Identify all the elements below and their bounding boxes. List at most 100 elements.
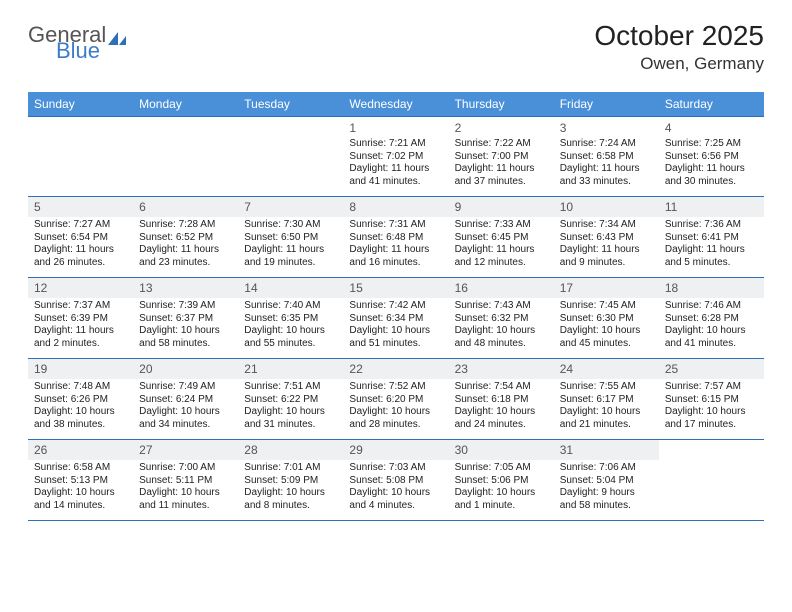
day-number: 17 [554,278,659,298]
sunrise-line: Sunrise: 7:33 AM [455,219,548,232]
daylight-line: Daylight: 11 hours and 33 minutes. [560,163,653,188]
day-number: 29 [343,440,448,460]
day-number: 15 [343,278,448,298]
sunrise-line: Sunrise: 7:01 AM [244,462,337,475]
empty-cell [659,440,764,521]
sunset-line: Sunset: 6:30 PM [560,313,653,326]
weekday-header: Tuesday [238,92,343,117]
location-label: Owen, Germany [594,54,764,74]
day-cell: 7Sunrise: 7:30 AMSunset: 6:50 PMDaylight… [238,197,343,278]
calendar-table: SundayMondayTuesdayWednesdayThursdayFrid… [28,92,764,521]
weekday-header: Wednesday [343,92,448,117]
day-number: 16 [449,278,554,298]
day-number: 11 [659,197,764,217]
day-cell: 23Sunrise: 7:54 AMSunset: 6:18 PMDayligh… [449,359,554,440]
sunset-line: Sunset: 6:48 PM [349,232,442,245]
day-cell: 29Sunrise: 7:03 AMSunset: 5:08 PMDayligh… [343,440,448,521]
day-cell: 17Sunrise: 7:45 AMSunset: 6:30 PMDayligh… [554,278,659,359]
day-cell: 31Sunrise: 7:06 AMSunset: 5:04 PMDayligh… [554,440,659,521]
sunrise-line: Sunrise: 7:06 AM [560,462,653,475]
week-row: 19Sunrise: 7:48 AMSunset: 6:26 PMDayligh… [28,359,764,440]
day-number: 24 [554,359,659,379]
daylight-line: Daylight: 11 hours and 23 minutes. [139,244,232,269]
sunset-line: Sunset: 6:28 PM [665,313,758,326]
sunrise-line: Sunrise: 7:46 AM [665,300,758,313]
calendar-body: 1Sunrise: 7:21 AMSunset: 7:02 PMDaylight… [28,117,764,521]
weekday-header: Friday [554,92,659,117]
day-cell: 16Sunrise: 7:43 AMSunset: 6:32 PMDayligh… [449,278,554,359]
sunset-line: Sunset: 6:58 PM [560,151,653,164]
sunrise-line: Sunrise: 7:30 AM [244,219,337,232]
day-number: 9 [449,197,554,217]
day-cell: 24Sunrise: 7:55 AMSunset: 6:17 PMDayligh… [554,359,659,440]
day-cell: 5Sunrise: 7:27 AMSunset: 6:54 PMDaylight… [28,197,133,278]
week-row: 26Sunrise: 6:58 AMSunset: 5:13 PMDayligh… [28,440,764,521]
sunrise-line: Sunrise: 7:57 AM [665,381,758,394]
day-number: 30 [449,440,554,460]
daylight-line: Daylight: 10 hours and 58 minutes. [139,325,232,350]
weekday-header: Monday [133,92,238,117]
sunset-line: Sunset: 6:41 PM [665,232,758,245]
daylight-line: Daylight: 10 hours and 55 minutes. [244,325,337,350]
sunrise-line: Sunrise: 7:21 AM [349,138,442,151]
sunset-line: Sunset: 6:34 PM [349,313,442,326]
title-block: October 2025 Owen, Germany [594,20,764,74]
day-cell: 27Sunrise: 7:00 AMSunset: 5:11 PMDayligh… [133,440,238,521]
sunset-line: Sunset: 6:39 PM [34,313,127,326]
day-cell: 14Sunrise: 7:40 AMSunset: 6:35 PMDayligh… [238,278,343,359]
day-cell: 9Sunrise: 7:33 AMSunset: 6:45 PMDaylight… [449,197,554,278]
sunset-line: Sunset: 7:00 PM [455,151,548,164]
daylight-line: Daylight: 10 hours and 48 minutes. [455,325,548,350]
sunset-line: Sunset: 6:22 PM [244,394,337,407]
logo-sail-icon [106,30,128,46]
day-cell: 8Sunrise: 7:31 AMSunset: 6:48 PMDaylight… [343,197,448,278]
daylight-line: Daylight: 10 hours and 1 minute. [455,487,548,512]
day-number: 22 [343,359,448,379]
weekday-header: Sunday [28,92,133,117]
daylight-line: Daylight: 10 hours and 28 minutes. [349,406,442,431]
day-number: 12 [28,278,133,298]
day-cell: 25Sunrise: 7:57 AMSunset: 6:15 PMDayligh… [659,359,764,440]
sunrise-line: Sunrise: 7:42 AM [349,300,442,313]
weekday-header: Saturday [659,92,764,117]
day-cell: 2Sunrise: 7:22 AMSunset: 7:00 PMDaylight… [449,117,554,197]
daylight-line: Daylight: 10 hours and 17 minutes. [665,406,758,431]
empty-cell [28,117,133,197]
sunrise-line: Sunrise: 7:00 AM [139,462,232,475]
sunset-line: Sunset: 5:13 PM [34,475,127,488]
sunset-line: Sunset: 6:37 PM [139,313,232,326]
day-cell: 3Sunrise: 7:24 AMSunset: 6:58 PMDaylight… [554,117,659,197]
daylight-line: Daylight: 10 hours and 51 minutes. [349,325,442,350]
day-number: 8 [343,197,448,217]
day-number: 2 [455,121,548,136]
day-number: 1 [349,121,442,136]
sunrise-line: Sunrise: 7:36 AM [665,219,758,232]
day-number: 13 [133,278,238,298]
day-number: 5 [28,197,133,217]
sunset-line: Sunset: 6:17 PM [560,394,653,407]
day-number: 18 [659,278,764,298]
day-number: 14 [238,278,343,298]
day-cell: 11Sunrise: 7:36 AMSunset: 6:41 PMDayligh… [659,197,764,278]
sunrise-line: Sunrise: 7:22 AM [455,138,548,151]
sunrise-line: Sunrise: 7:45 AM [560,300,653,313]
sunset-line: Sunset: 6:20 PM [349,394,442,407]
sunset-line: Sunset: 6:52 PM [139,232,232,245]
day-number: 6 [133,197,238,217]
week-row: 12Sunrise: 7:37 AMSunset: 6:39 PMDayligh… [28,278,764,359]
daylight-line: Daylight: 9 hours and 58 minutes. [560,487,653,512]
logo-text: General Blue [28,24,128,61]
day-cell: 15 Sunrise: 7:42 AMSunset: 6:34 PMDayligh… [343,278,448,359]
sunrise-line: Sunrise: 7:03 AM [349,462,442,475]
day-number: 7 [238,197,343,217]
sunrise-line: Sunrise: 7:51 AM [244,381,337,394]
sunrise-line: Sunrise: 7:31 AM [349,219,442,232]
brand-logo: General Blue [28,24,128,61]
week-row: 1Sunrise: 7:21 AMSunset: 7:02 PMDaylight… [28,117,764,197]
day-cell: 20Sunrise: 7:49 AMSunset: 6:24 PMDayligh… [133,359,238,440]
day-cell: 28Sunrise: 7:01 AMSunset: 5:09 PMDayligh… [238,440,343,521]
day-cell: 30Sunrise: 7:05 AMSunset: 5:06 PMDayligh… [449,440,554,521]
daylight-line: Daylight: 11 hours and 30 minutes. [665,163,758,188]
daylight-line: Daylight: 11 hours and 19 minutes. [244,244,337,269]
sunrise-line: Sunrise: 7:24 AM [560,138,653,151]
